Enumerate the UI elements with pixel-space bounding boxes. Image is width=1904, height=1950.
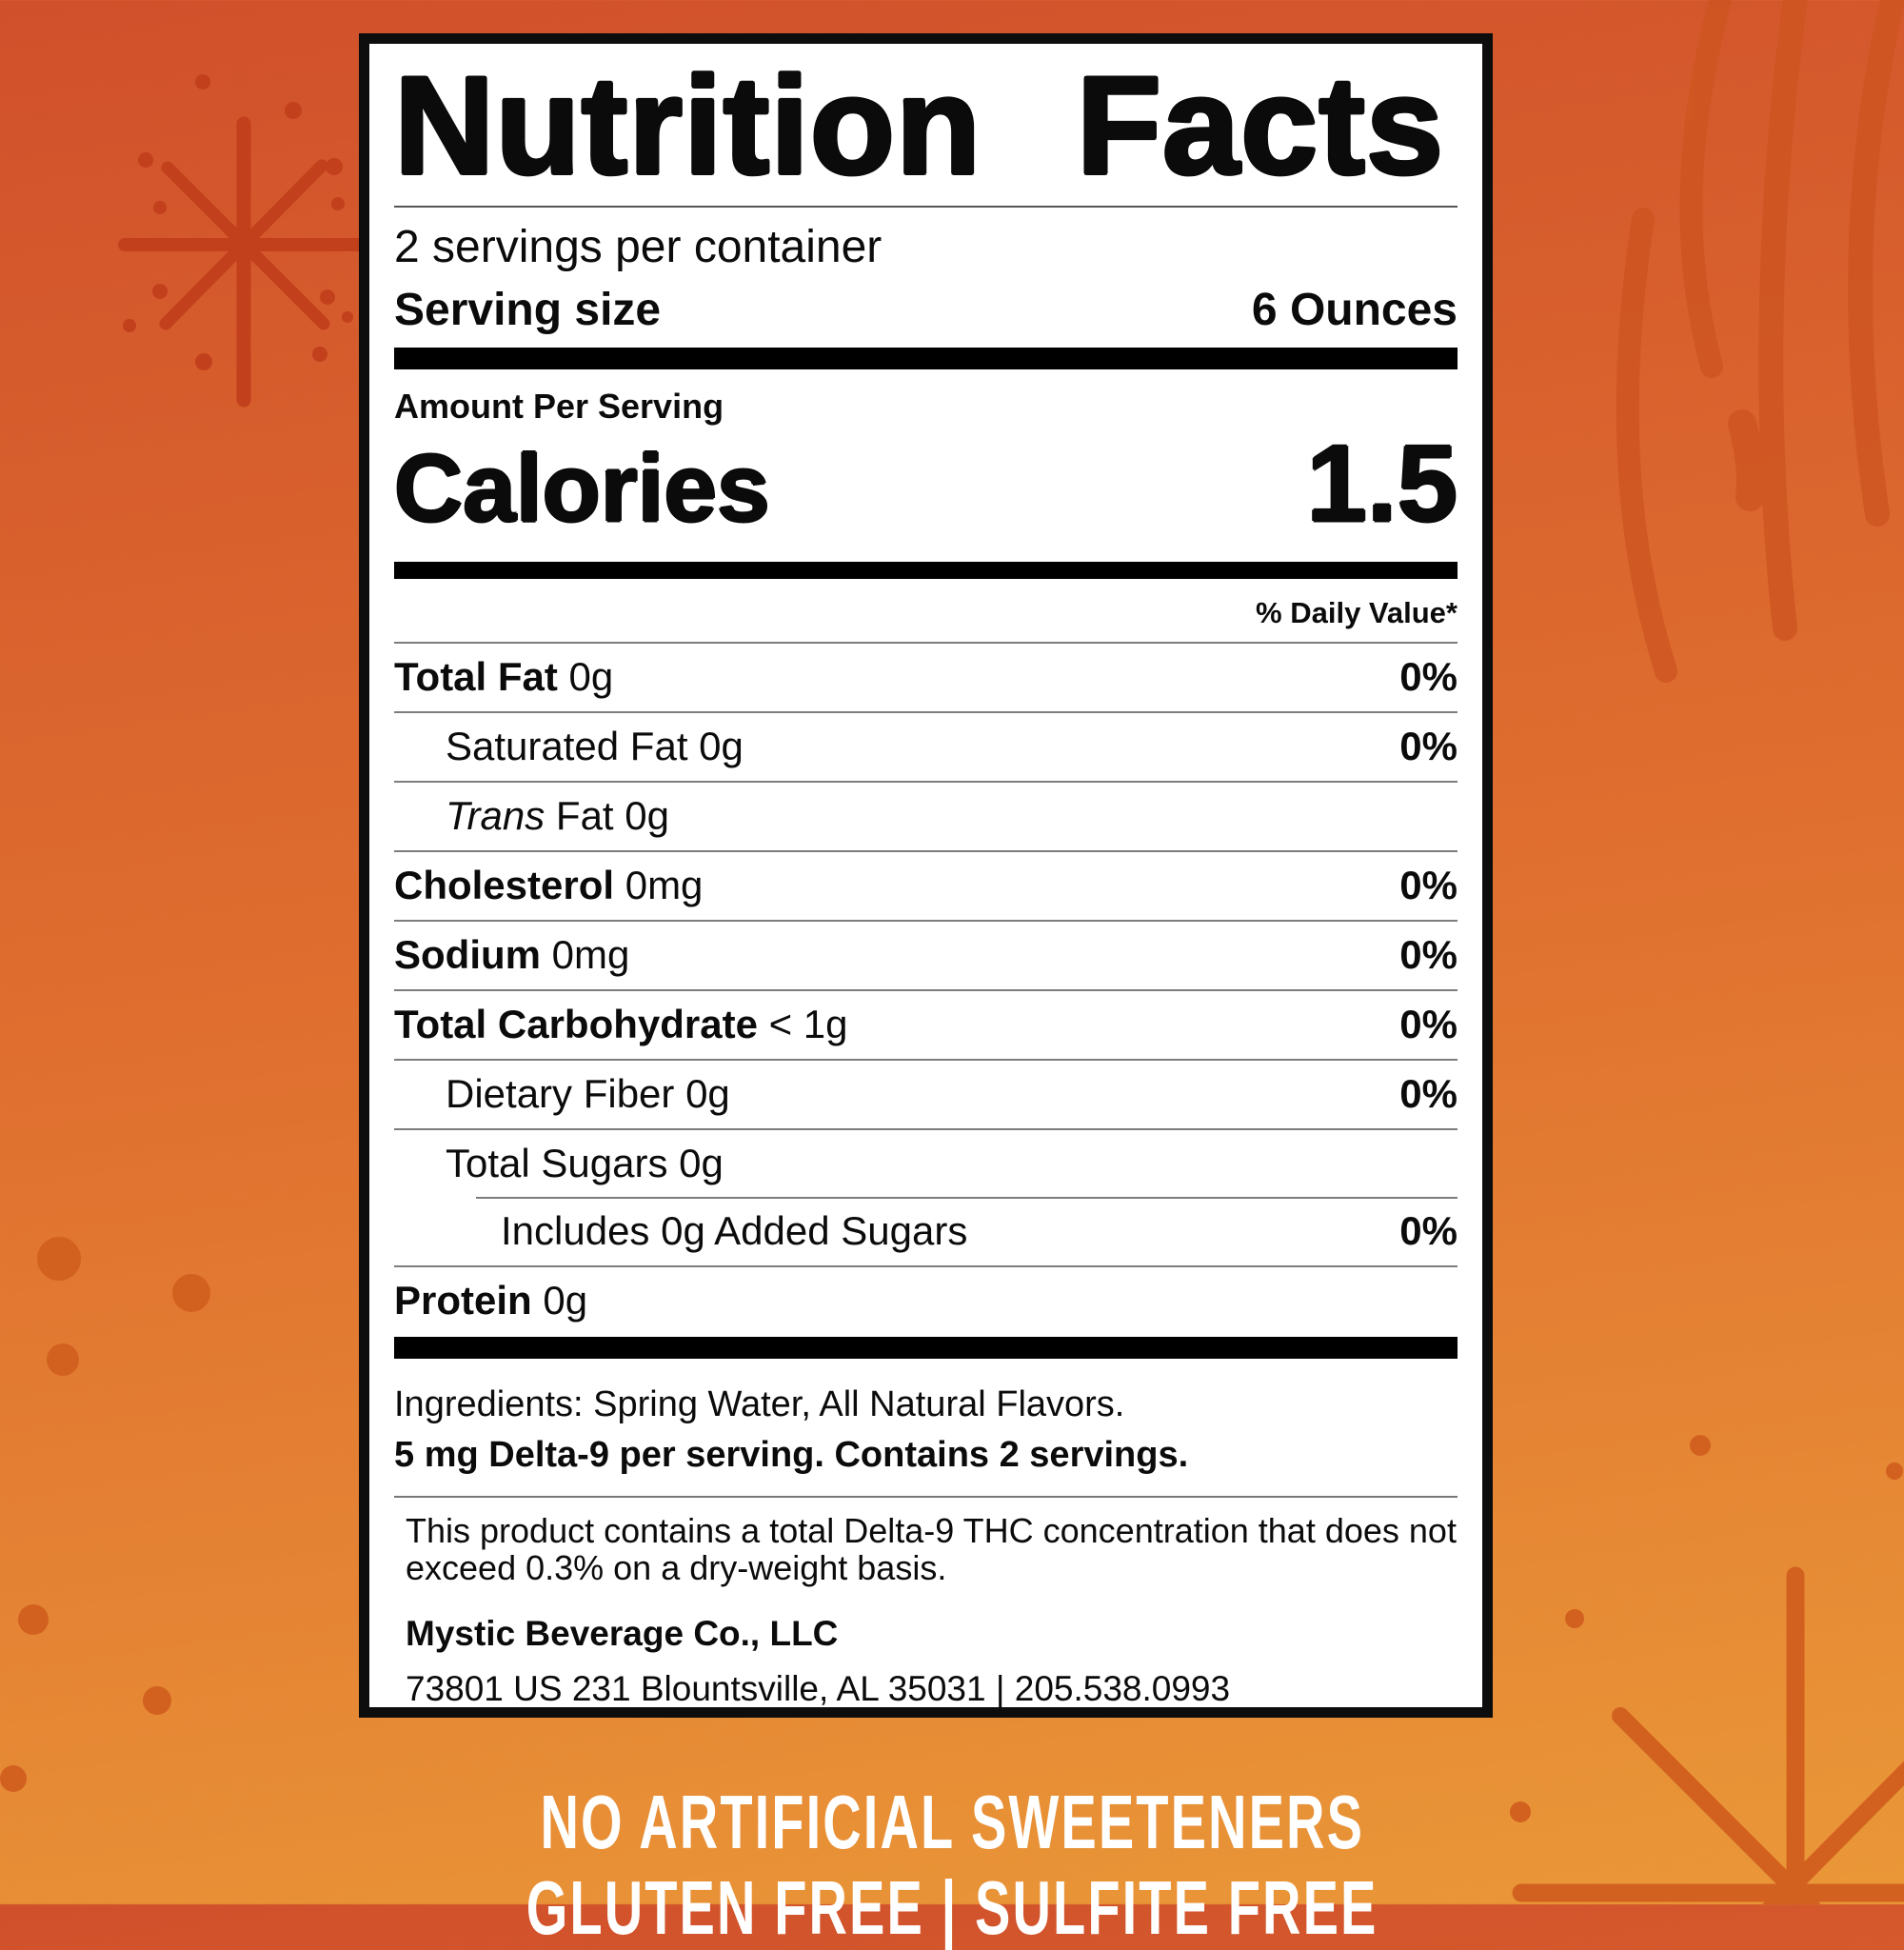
nutrient-name: Saturated Fat 0g	[446, 724, 744, 769]
serving-size-label: Serving size	[394, 284, 662, 335]
nutrient-name: Sodium 0mg	[394, 932, 630, 978]
label-title: Nutrition Facts	[394, 48, 1445, 203]
nutrient-row: Cholesterol 0mg 0%	[394, 849, 1458, 920]
nutrient-name: Total Fat 0g	[394, 654, 614, 700]
nutrient-row: Sodium 0mg 0%	[394, 919, 1458, 989]
ingredients-line: Ingredients: Spring Water, All Natural F…	[394, 1383, 1125, 1424]
serving-size-row: Serving size 6 Ounces	[394, 276, 1458, 348]
nutrient-daily-value: 0%	[1399, 932, 1458, 978]
nutrient-daily-value: 0%	[1399, 654, 1458, 700]
nutrient-row: Total Sugars 0g	[394, 1127, 1458, 1198]
nutrient-row: Total Carbohydrate < 1g 0%	[394, 988, 1458, 1059]
nutrient-daily-value: 0%	[1399, 724, 1458, 769]
nutrient-rows: Total Fat 0g 0% Saturated Fat 0g 0% Trans Fa…	[394, 644, 1458, 1335]
nutrient-name: Protein 0g	[394, 1278, 588, 1323]
nutrient-daily-value: 0%	[1399, 863, 1458, 908]
nutrient-row: Trans Fat 0g	[394, 780, 1458, 850]
calories-value: 1.5	[1306, 423, 1458, 545]
thick-bar	[394, 347, 1458, 369]
nutrient-name: Includes 0g Added Sugars	[501, 1208, 968, 1254]
daily-value-header: % Daily Value*	[394, 579, 1458, 644]
nutrient-name: Trans Fat 0g	[446, 793, 669, 839]
paint-blobs-left	[0, 1237, 210, 1792]
ingredients-block: Ingredients: Spring Water, All Natural F…	[394, 1359, 1458, 1481]
company-address: 73801 US 231 Blountsville, AL 35031 | 20…	[406, 1668, 1231, 1708]
thc-disclaimer: This product contains a total Delta-9 TH…	[406, 1511, 1457, 1588]
calories-row: Calories 1.5	[394, 423, 1458, 552]
nutrient-name: Total Sugars 0g	[446, 1141, 724, 1186]
nutrient-row: Dietary Fiber 0g 0%	[394, 1058, 1458, 1128]
swirl-icon	[1616, 0, 1904, 683]
nutrition-facts-label: Nutrition Facts 2 servings per container…	[359, 33, 1493, 1718]
company-name: Mystic Beverage Co., LLC	[406, 1613, 839, 1653]
claim-no-artificial-sweeteners: NO ARTIFICIAL SWEETENERS	[540, 1780, 1364, 1864]
company-block: Mystic Beverage Co., LLC 73801 US 231 Bl…	[394, 1613, 1458, 1708]
nutrient-name: Total Carbohydrate < 1g	[394, 1002, 848, 1047]
nutrient-daily-value: 0%	[1399, 1208, 1458, 1254]
calories-label: Calories	[394, 434, 770, 542]
servings-per-container: 2 servings per container	[394, 221, 883, 272]
ink-dots-top	[123, 74, 353, 370]
nutrient-row: Total Fat 0g 0%	[394, 644, 1458, 711]
nutrient-daily-value: 0%	[1399, 1071, 1458, 1117]
amount-per-serving: Amount Per Serving	[394, 386, 724, 426]
sparkle-star-icon	[118, 116, 375, 408]
potency-line: 5 mg Delta-9 per serving. Contains 2 ser…	[394, 1435, 1189, 1476]
thick-bar	[394, 561, 1458, 579]
serving-size-value: 6 Ounces	[1251, 284, 1458, 335]
thick-bar	[394, 1336, 1458, 1359]
nutrient-daily-value: 0%	[1399, 1002, 1458, 1047]
divider	[394, 205, 1458, 208]
nutrient-row: Saturated Fat 0g 0%	[394, 710, 1458, 781]
ink-dots-bottom	[1510, 1435, 1903, 1822]
divider	[394, 1496, 1458, 1499]
nutrient-name: Cholesterol 0mg	[394, 863, 704, 908]
nutrient-name: Dietary Fiber 0g	[446, 1071, 730, 1117]
nutrient-row: Protein 0g	[394, 1264, 1458, 1335]
claim-gluten-sulfite-free: GLUTEN FREE | SULFITE FREE	[526, 1865, 1378, 1950]
nutrient-row: Includes 0g Added Sugars 0%	[394, 1196, 1458, 1265]
